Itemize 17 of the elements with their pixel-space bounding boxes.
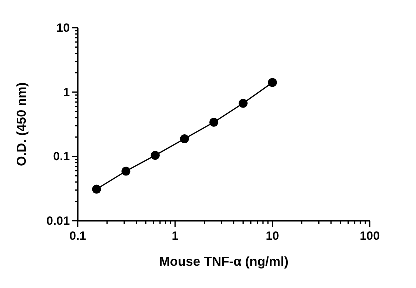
point [268, 78, 278, 88]
y-axis-title: O.D. (450 nm) [14, 82, 29, 166]
point [150, 151, 160, 160]
point [92, 184, 102, 194]
x-tick-label: 10 [266, 229, 280, 243]
point [180, 134, 190, 144]
x-tick-label: 1 [172, 229, 179, 243]
point [210, 118, 219, 127]
x-axis-title: Mouse TNF-α (ng/ml) [159, 254, 289, 269]
point [122, 166, 131, 176]
x-tick-label: 100 [360, 229, 380, 243]
y-tick-label: 0.01 [46, 214, 70, 228]
point [238, 99, 248, 108]
x-tick-label: 0.1 [70, 229, 87, 243]
y-tick-label: 0.1 [53, 150, 70, 164]
y-tick-label: 1 [63, 85, 70, 100]
y-tick-label: 10 [56, 21, 70, 35]
